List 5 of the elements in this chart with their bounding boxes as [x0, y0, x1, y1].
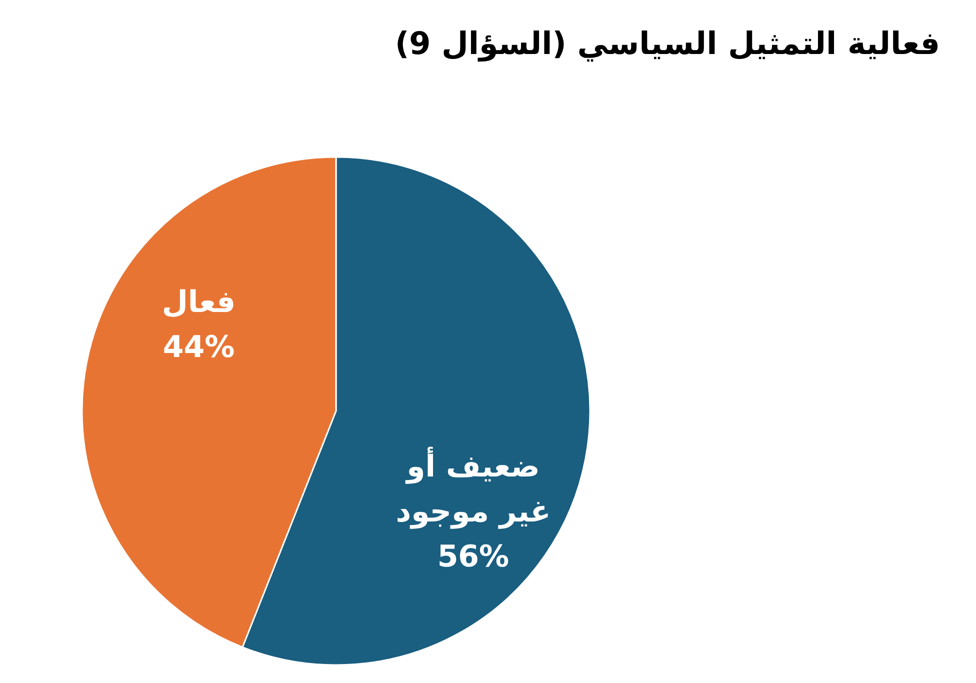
- data-label: 56%: [436, 538, 510, 577]
- slice-label: ضعيف أو غير موجود: [394, 446, 552, 532]
- data-label: 44%: [162, 328, 236, 367]
- slice-label: فعال: [160, 284, 237, 322]
- text: فعالية التمثيل السياسي (السؤال 9): [394, 26, 940, 62]
